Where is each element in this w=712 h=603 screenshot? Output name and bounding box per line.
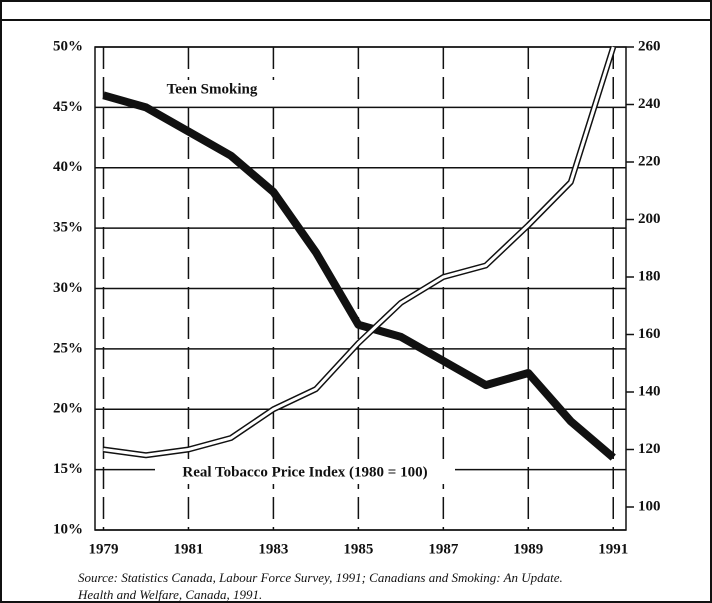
label-bg [155,462,455,484]
y2-tick-label: 200 [638,211,661,227]
x-tick-label: 1979 [88,541,118,557]
label-bg [150,80,275,100]
y-tick-label: 30% [53,280,83,296]
y-tick-label: 40% [53,159,83,175]
y2-tick-label: 240 [638,96,661,112]
y-tick-label: 45% [53,99,83,115]
x-tick-label: 1985 [343,541,373,557]
y2-tick-label: 260 [638,38,661,54]
y2-tick-label: 220 [638,153,661,169]
y2-tick-label: 100 [638,498,661,514]
y2-tick-label: 140 [638,383,661,399]
y2-tick-label: 160 [638,326,661,342]
series-line [103,46,615,457]
y-tick-label: 20% [53,401,83,417]
y-tick-label: 25% [53,340,83,356]
y2-tick-label: 180 [638,268,661,284]
x-tick-label: 1989 [513,541,543,557]
y2-tick-label: 120 [638,441,661,457]
y-tick-label: 15% [53,461,83,477]
series-label: Real Tobacco Price Index (1980 = 100) [182,464,427,480]
series-line [102,91,616,461]
series-label: Teen Smoking [167,81,258,97]
x-tick-label: 1991 [598,541,628,557]
y-tick-label: 35% [53,220,83,236]
x-tick-label: 1981 [173,541,203,557]
x-tick-label: 1987 [428,541,459,557]
source-line: Source: Statistics Canada, Labour Force … [78,570,563,585]
source-line: Health and Welfare, Canada, 1991. [77,587,262,602]
x-tick-label: 1983 [258,541,288,557]
y-tick-label: 10% [53,521,83,537]
y-tick-label: 50% [53,38,83,54]
